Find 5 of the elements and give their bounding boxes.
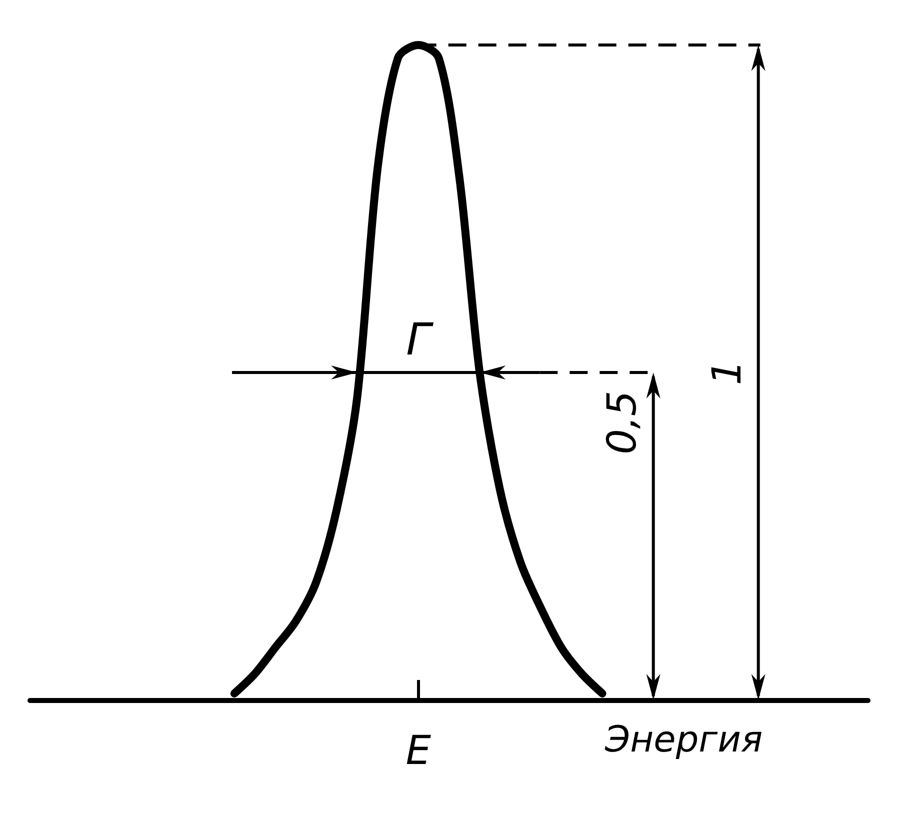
annotation: Г bbox=[406, 314, 434, 366]
ref-line-label: 0,5 bbox=[599, 390, 646, 454]
legend-label: 1 bbox=[704, 360, 750, 386]
x-axis-title: Энергия bbox=[604, 720, 763, 760]
text: E bbox=[406, 728, 432, 774]
